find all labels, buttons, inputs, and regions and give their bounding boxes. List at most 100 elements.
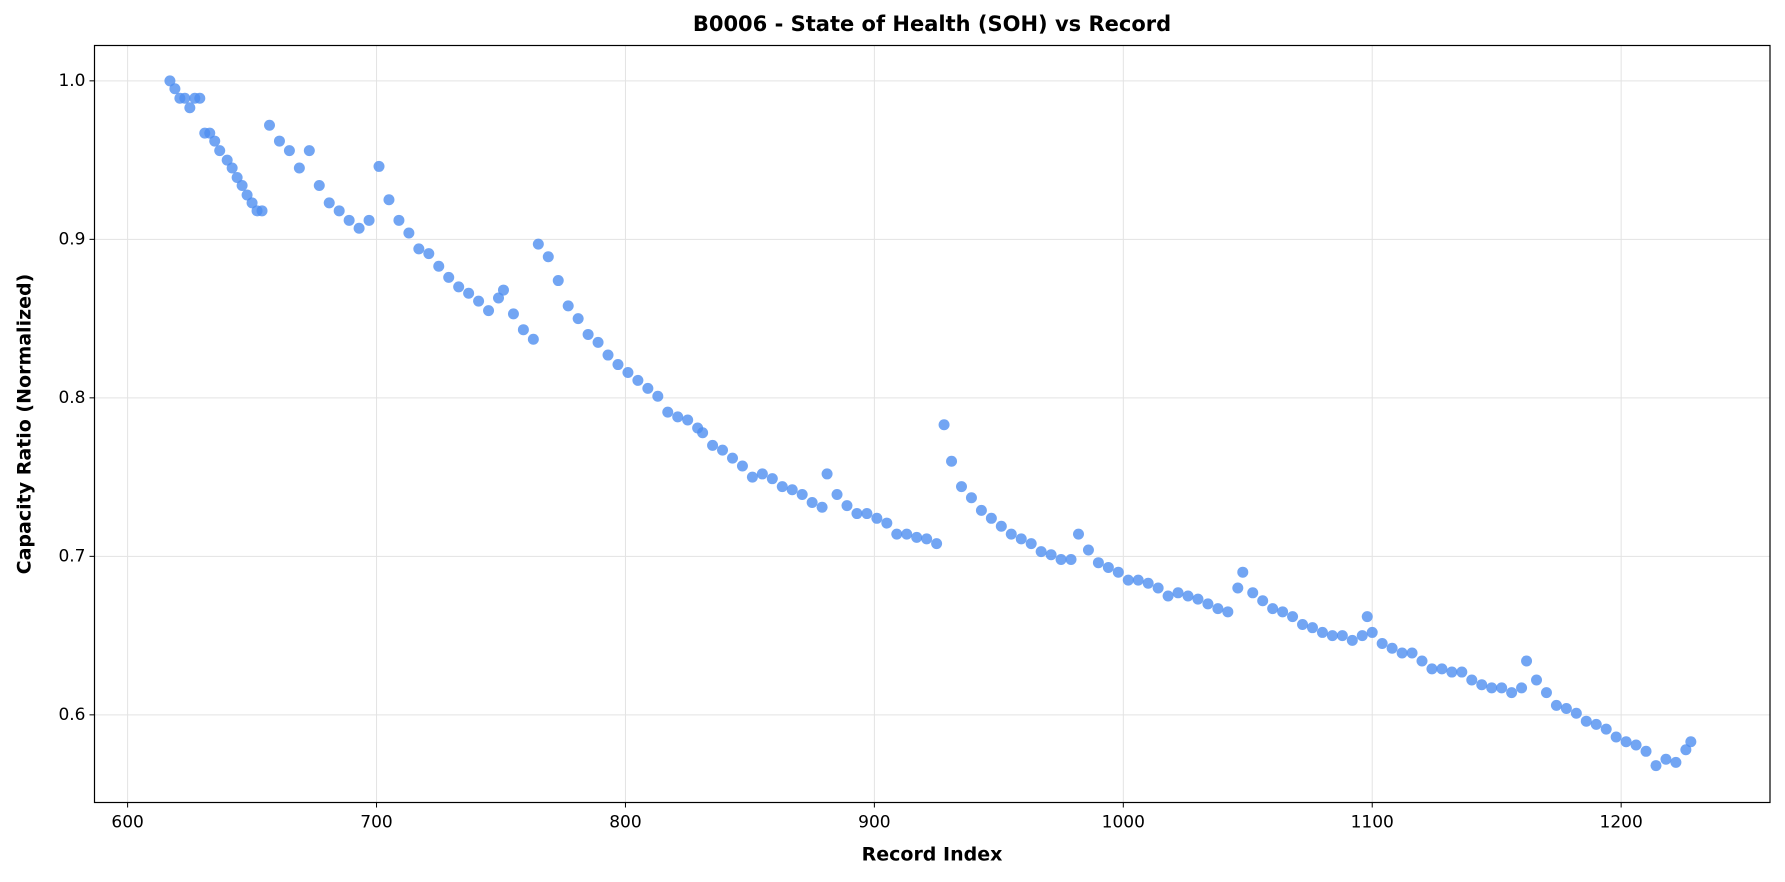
point bbox=[931, 538, 943, 550]
point bbox=[911, 531, 923, 543]
point bbox=[995, 520, 1007, 532]
point bbox=[423, 248, 435, 260]
point bbox=[1680, 744, 1692, 756]
point bbox=[343, 214, 355, 226]
point bbox=[1540, 687, 1552, 699]
point bbox=[806, 496, 818, 508]
point bbox=[1376, 638, 1388, 650]
y-tick-label: 0.7 bbox=[58, 546, 85, 566]
point bbox=[1247, 587, 1259, 599]
point bbox=[1212, 603, 1224, 615]
point bbox=[861, 508, 873, 520]
point bbox=[1416, 655, 1428, 667]
point bbox=[965, 492, 977, 504]
point bbox=[214, 145, 226, 157]
point bbox=[283, 145, 295, 157]
y-axis-label: Capacity Ratio (Normalized) bbox=[14, 274, 36, 575]
point bbox=[652, 390, 664, 402]
point bbox=[1650, 760, 1662, 772]
point bbox=[1396, 647, 1408, 659]
point bbox=[1356, 630, 1368, 642]
point bbox=[1326, 630, 1338, 642]
point bbox=[246, 197, 258, 209]
point bbox=[1550, 699, 1562, 711]
point bbox=[1045, 549, 1057, 561]
point bbox=[527, 333, 539, 345]
point bbox=[1620, 736, 1632, 748]
point bbox=[1237, 566, 1249, 578]
point bbox=[938, 419, 950, 431]
point bbox=[226, 162, 238, 174]
point bbox=[682, 414, 694, 426]
point bbox=[1015, 533, 1027, 545]
point bbox=[1306, 622, 1318, 634]
point bbox=[532, 238, 544, 250]
point bbox=[413, 243, 425, 255]
point bbox=[1366, 626, 1378, 638]
point bbox=[1005, 528, 1017, 540]
point bbox=[256, 205, 268, 217]
point bbox=[821, 468, 833, 480]
x-tick-label: 600 bbox=[111, 813, 143, 833]
point bbox=[273, 135, 285, 147]
point bbox=[169, 83, 181, 95]
point bbox=[236, 179, 248, 191]
point bbox=[592, 336, 604, 348]
point bbox=[463, 287, 475, 299]
point bbox=[1267, 603, 1279, 615]
point bbox=[473, 295, 485, 307]
point bbox=[1600, 723, 1612, 735]
point bbox=[756, 468, 768, 480]
point bbox=[1560, 703, 1572, 715]
point bbox=[393, 214, 405, 226]
point bbox=[1531, 674, 1543, 686]
point bbox=[363, 214, 375, 226]
point bbox=[1685, 736, 1697, 748]
point bbox=[483, 305, 495, 317]
point bbox=[975, 504, 987, 516]
point bbox=[1072, 528, 1084, 540]
point bbox=[303, 145, 315, 157]
chart-title: B0006 - State of Health (SOH) vs Record bbox=[693, 12, 1171, 36]
point bbox=[1122, 574, 1134, 586]
point bbox=[1610, 731, 1622, 743]
x-tick-label: 900 bbox=[858, 813, 890, 833]
point bbox=[642, 382, 654, 394]
point bbox=[1277, 606, 1289, 618]
point bbox=[831, 489, 843, 501]
point bbox=[1102, 561, 1114, 573]
point bbox=[204, 127, 216, 139]
point bbox=[1521, 655, 1533, 667]
point bbox=[179, 92, 191, 104]
point bbox=[707, 439, 719, 451]
point bbox=[184, 102, 196, 114]
point bbox=[816, 501, 828, 513]
point bbox=[1670, 756, 1682, 768]
point bbox=[1446, 666, 1458, 678]
point bbox=[241, 189, 253, 201]
point bbox=[194, 92, 206, 104]
point bbox=[1202, 598, 1214, 610]
point bbox=[1476, 679, 1488, 691]
point bbox=[572, 313, 584, 325]
point bbox=[1162, 590, 1174, 602]
point bbox=[209, 135, 221, 147]
point bbox=[901, 528, 913, 540]
point bbox=[1055, 554, 1067, 566]
point bbox=[1386, 642, 1398, 654]
point bbox=[1516, 682, 1528, 694]
point bbox=[776, 481, 788, 493]
point bbox=[672, 411, 684, 423]
point bbox=[1065, 554, 1077, 566]
point bbox=[1316, 626, 1328, 638]
point bbox=[507, 308, 519, 320]
point bbox=[1640, 745, 1652, 757]
x-tick-label: 800 bbox=[609, 813, 641, 833]
y-tick-label: 0.9 bbox=[58, 229, 85, 249]
point bbox=[1142, 577, 1154, 589]
point bbox=[1336, 630, 1348, 642]
point bbox=[1406, 647, 1418, 659]
x-axis-label: Record Index bbox=[862, 844, 1003, 866]
point bbox=[1426, 663, 1438, 675]
point bbox=[1112, 566, 1124, 578]
